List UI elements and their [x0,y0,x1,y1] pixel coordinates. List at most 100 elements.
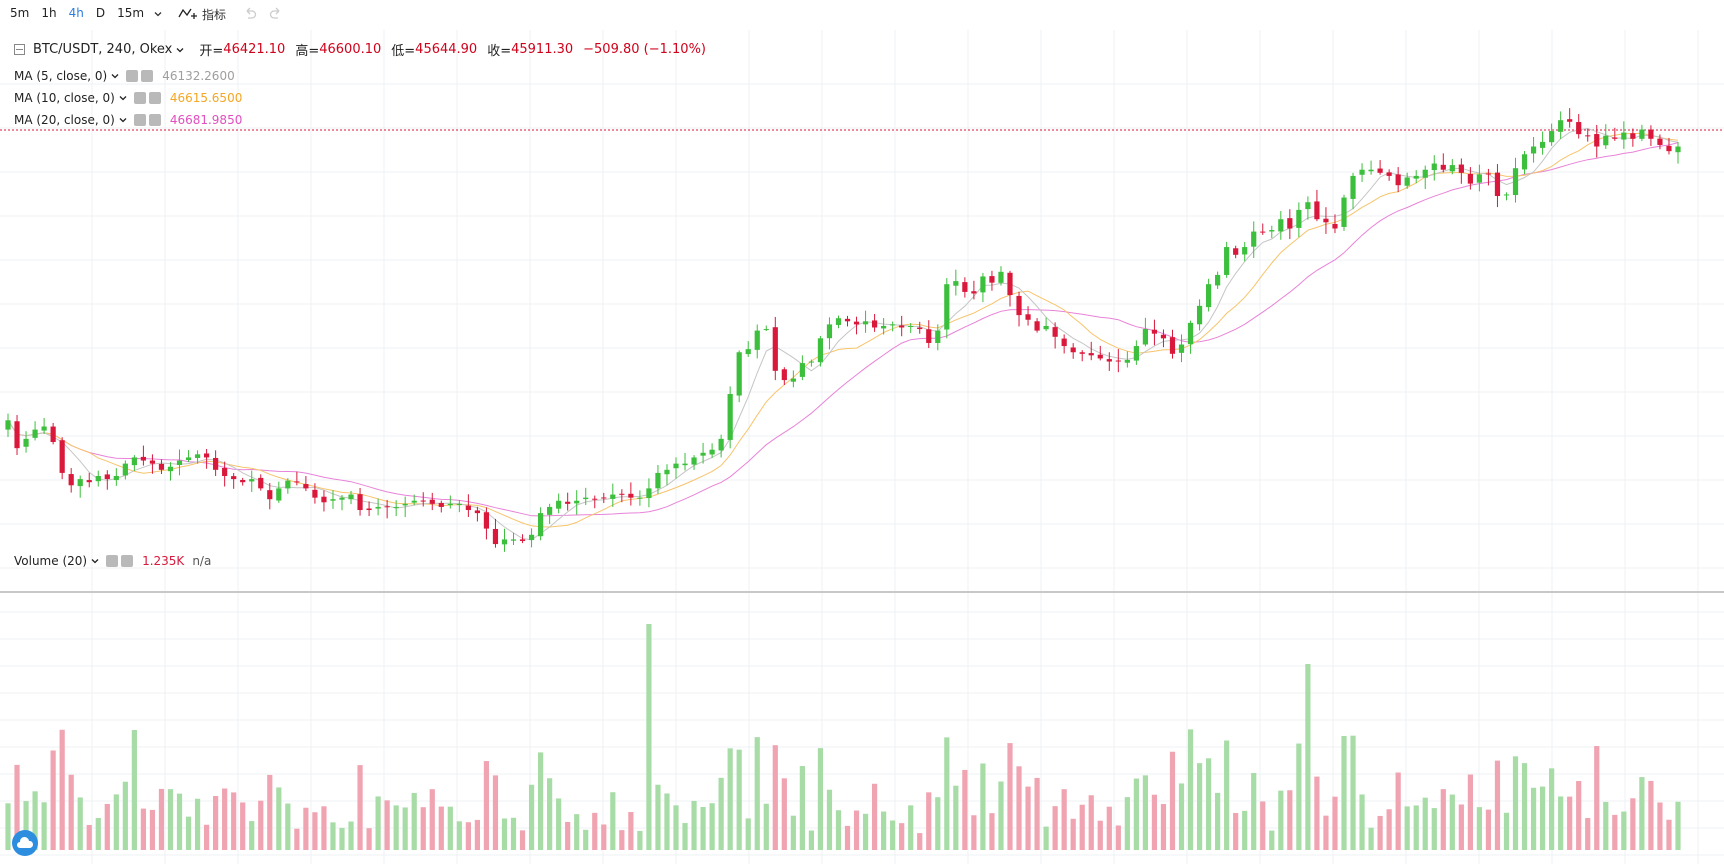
chevron-down-icon[interactable] [175,45,185,55]
close-icon[interactable] [121,555,134,567]
volume-bar [601,824,607,850]
candle-body [113,476,119,481]
candle-body [962,282,968,292]
volume-bar [619,830,625,850]
eye-icon[interactable] [133,92,146,104]
volume-bar [1431,808,1437,850]
volume-bar [303,807,309,850]
close-icon[interactable] [148,92,161,104]
candle-body [610,494,616,499]
candle-body [1494,172,1501,197]
study-label[interactable]: MA (20, close, 0) [14,113,115,127]
volume-bar [1494,760,1501,850]
chevron-down-icon[interactable] [90,556,100,566]
candle-body [158,463,165,470]
volume-bar [465,822,471,850]
chevron-down-icon[interactable] [118,115,128,125]
volume-bar [989,813,995,850]
candle-body [646,488,652,499]
candle-body [917,327,923,330]
volume-bar [1043,826,1049,850]
candle-body [249,479,255,482]
chevron-down-icon[interactable] [110,71,120,81]
candle-body [492,528,499,545]
eye-icon[interactable] [126,70,139,82]
volume-bar [510,817,517,850]
candle-body [465,505,471,511]
candle-body [483,512,490,529]
volume-bar [1215,792,1221,850]
candle-body [890,324,896,326]
volume-bar [1314,776,1320,850]
volume-bar [700,807,706,850]
undo-icon[interactable] [242,6,258,22]
candle-body [1512,168,1519,196]
candle-body [1675,146,1681,153]
volume-bar [718,777,724,850]
volume-bar [1594,746,1600,850]
candle-body [1007,272,1013,296]
candle-body [862,321,869,325]
candle-body [50,426,56,442]
cloud-logo-icon[interactable] [12,830,38,856]
volume-bar [131,730,137,850]
candle-body [1440,164,1446,170]
timeframe-D[interactable]: D [95,6,106,20]
candle-body [709,449,715,455]
candle-body [637,497,643,499]
study-legend-ma5: MA (5, close, 0) 46132.2600 [14,69,235,83]
candle-body [357,494,363,511]
volume-bar [339,827,345,850]
volume-bar [222,788,228,850]
volume-label[interactable]: Volume (20) [14,554,88,568]
volume-bar [203,824,210,850]
volume-extra: n/a [192,554,212,568]
candle-body [1278,219,1284,232]
collapse-icon[interactable] [14,44,25,55]
volume-bar [583,829,589,850]
volume-bar [871,783,878,850]
volume-bar [1476,807,1483,850]
candle-body [339,497,345,500]
volume-bar [556,798,562,850]
candle-body [1052,327,1058,337]
candle-body [1594,134,1600,147]
candle-body [1314,201,1320,220]
symbol-label[interactable]: BTC/USDT, 240, Okex [33,42,173,57]
volume-bar [1630,798,1636,850]
timeframe-15m[interactable]: 15m [117,6,145,20]
eye-icon[interactable] [106,555,119,567]
volume-bar [790,815,796,850]
candle-body [104,474,110,480]
candle-body [772,327,778,371]
timeframe-4h[interactable]: 4h [68,6,84,20]
volume-bar [808,830,815,850]
volume-bar [104,803,110,850]
price-chart[interactable] [0,30,1724,864]
candle-body [1323,218,1329,223]
eye-icon[interactable] [133,114,146,126]
candle-body [420,500,426,502]
volume-bar [1503,812,1510,850]
volume-bar [1359,794,1365,850]
close-icon[interactable] [141,70,154,82]
chevron-down-icon[interactable] [118,93,128,103]
indicators-button[interactable]: 指标 [172,6,232,23]
timeframe-5m[interactable]: 5m [10,6,30,20]
candle-body [935,330,941,343]
chevron-down-icon[interactable] [152,8,164,20]
candle-body [1449,165,1455,172]
volume-bar [1079,804,1085,850]
close-icon[interactable] [148,114,161,126]
study-label[interactable]: MA (10, close, 0) [14,91,115,105]
volume-bar [691,800,697,850]
volume-bar [1025,786,1031,850]
volume-bar [1558,796,1564,850]
volume-bar [1142,775,1149,850]
study-legend-ma20: MA (20, close, 0) 46681.9850 [14,113,242,127]
candle-body [213,457,219,470]
study-label[interactable]: MA (5, close, 0) [14,69,108,83]
timeframe-1h[interactable]: 1h [41,6,57,20]
redo-icon[interactable] [268,6,284,22]
candle-body [1088,353,1094,356]
